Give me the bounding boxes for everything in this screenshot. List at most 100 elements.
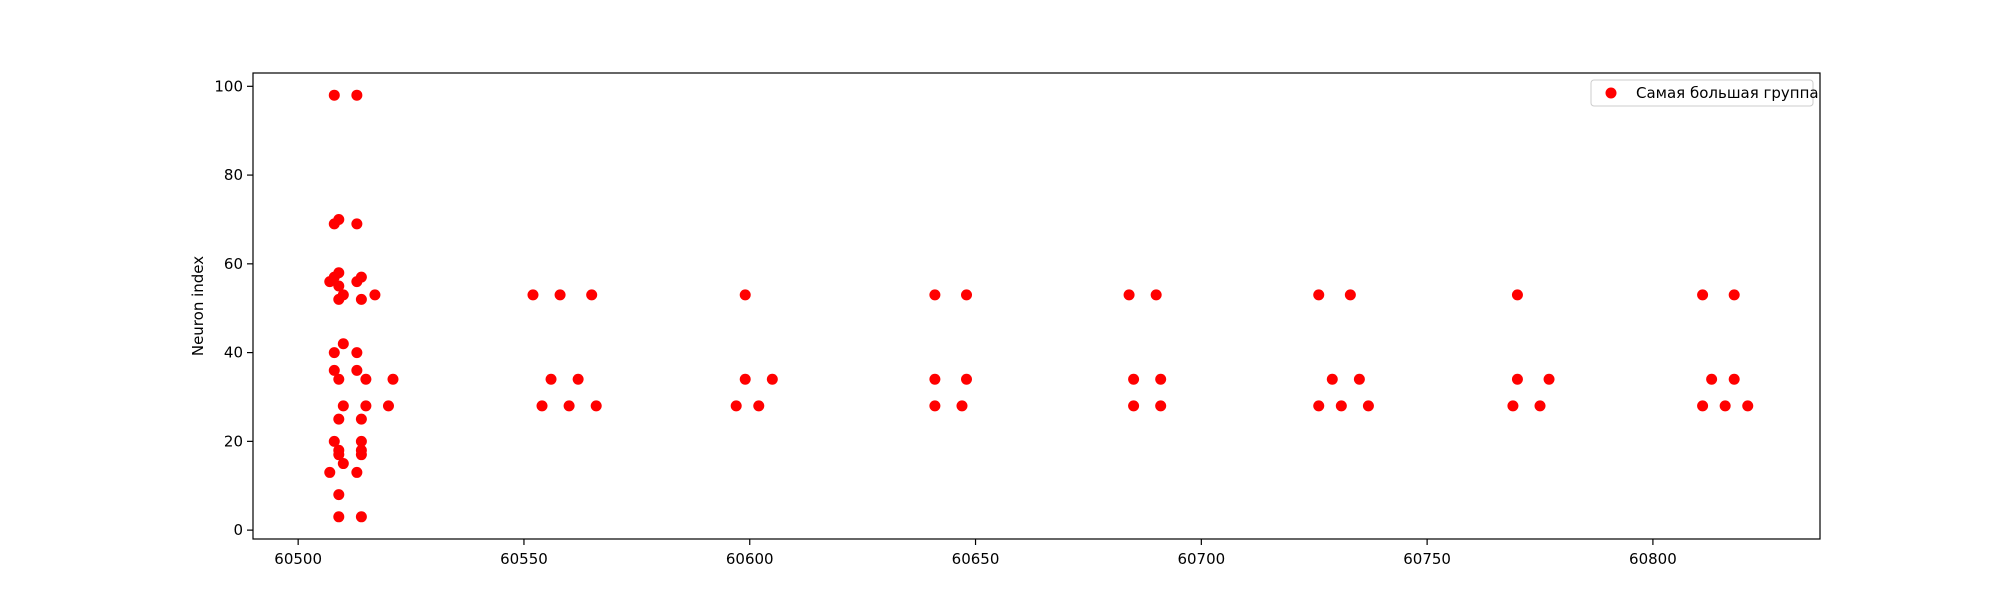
data-point bbox=[536, 400, 548, 412]
data-point bbox=[337, 338, 349, 350]
data-point bbox=[1313, 400, 1325, 412]
data-point bbox=[328, 364, 340, 376]
data-point bbox=[337, 400, 349, 412]
x-tick-label: 60800 bbox=[1629, 550, 1677, 568]
data-point bbox=[355, 293, 367, 305]
data-point bbox=[1313, 289, 1325, 301]
data-point bbox=[545, 373, 557, 385]
x-tick-label: 60550 bbox=[500, 550, 548, 568]
data-point bbox=[355, 511, 367, 523]
x-tick-label: 60750 bbox=[1403, 550, 1451, 568]
y-tick-label: 100 bbox=[214, 77, 243, 95]
data-point bbox=[730, 400, 742, 412]
data-point bbox=[1511, 289, 1523, 301]
data-point bbox=[1155, 400, 1167, 412]
data-point bbox=[328, 89, 340, 101]
data-point bbox=[1326, 373, 1338, 385]
data-point bbox=[328, 347, 340, 359]
data-point bbox=[739, 373, 751, 385]
data-point bbox=[563, 400, 575, 412]
y-tick-label: 20 bbox=[224, 432, 243, 450]
data-point bbox=[1123, 289, 1135, 301]
data-point bbox=[1128, 373, 1140, 385]
data-point bbox=[333, 373, 345, 385]
data-point bbox=[1155, 373, 1167, 385]
legend-marker bbox=[1605, 87, 1617, 99]
x-axis: 60500 60550 60600 60650 60700 60750 60800 bbox=[274, 539, 1677, 568]
data-point bbox=[1728, 373, 1740, 385]
data-point bbox=[1719, 400, 1731, 412]
x-tick-label: 60650 bbox=[952, 550, 1000, 568]
data-point bbox=[1507, 400, 1519, 412]
data-point bbox=[351, 466, 363, 478]
data-point bbox=[586, 289, 598, 301]
points-layer bbox=[324, 89, 1754, 523]
data-point bbox=[527, 289, 539, 301]
data-point bbox=[369, 289, 381, 301]
legend-label: Самая большая группа bbox=[1636, 84, 1819, 102]
x-tick-label: 60500 bbox=[274, 550, 322, 568]
data-point bbox=[382, 400, 394, 412]
data-point bbox=[337, 458, 349, 470]
data-point bbox=[1128, 400, 1140, 412]
data-point bbox=[1706, 373, 1718, 385]
data-point bbox=[351, 89, 363, 101]
legend: Самая большая группа bbox=[1590, 79, 1819, 107]
data-point bbox=[1150, 289, 1162, 301]
data-point bbox=[328, 435, 340, 447]
data-point bbox=[1335, 400, 1347, 412]
data-point bbox=[1742, 400, 1754, 412]
data-point bbox=[753, 400, 765, 412]
data-point bbox=[961, 289, 973, 301]
data-point bbox=[929, 400, 941, 412]
y-tick-label: 0 bbox=[233, 521, 243, 539]
data-point bbox=[360, 400, 372, 412]
data-point bbox=[1728, 289, 1740, 301]
data-point bbox=[929, 289, 941, 301]
y-tick-label: 80 bbox=[224, 166, 243, 184]
data-point bbox=[1697, 400, 1709, 412]
data-point bbox=[1353, 373, 1365, 385]
data-point bbox=[1697, 289, 1709, 301]
data-point bbox=[739, 289, 751, 301]
data-point bbox=[387, 373, 399, 385]
data-point bbox=[333, 213, 345, 225]
data-point bbox=[351, 347, 363, 359]
data-point bbox=[351, 364, 363, 376]
data-point bbox=[956, 400, 968, 412]
data-point bbox=[766, 373, 778, 385]
data-point bbox=[360, 373, 372, 385]
data-point bbox=[333, 413, 345, 425]
data-point bbox=[355, 449, 367, 461]
data-point bbox=[1534, 400, 1546, 412]
data-point bbox=[355, 413, 367, 425]
plot-area-frame bbox=[252, 72, 1821, 540]
data-point bbox=[333, 449, 345, 461]
data-point bbox=[333, 280, 345, 292]
data-point bbox=[929, 373, 941, 385]
data-point bbox=[1362, 400, 1374, 412]
y-axis-label: Neuron index bbox=[189, 256, 207, 356]
data-point bbox=[333, 293, 345, 305]
data-point bbox=[554, 289, 566, 301]
data-point bbox=[351, 218, 363, 230]
data-point bbox=[355, 271, 367, 283]
y-tick-label: 40 bbox=[224, 344, 243, 362]
data-point bbox=[1344, 289, 1356, 301]
y-tick-label: 60 bbox=[224, 255, 243, 273]
x-tick-label: 60600 bbox=[726, 550, 774, 568]
x-tick-label: 60700 bbox=[1177, 550, 1225, 568]
data-point bbox=[572, 373, 584, 385]
data-point bbox=[1511, 373, 1523, 385]
data-point bbox=[324, 466, 336, 478]
data-point bbox=[1543, 373, 1555, 385]
data-point bbox=[333, 489, 345, 501]
data-point bbox=[333, 511, 345, 523]
data-point bbox=[961, 373, 973, 385]
data-point bbox=[355, 435, 367, 447]
y-axis: 0 20 40 60 80 100 bbox=[214, 77, 253, 539]
legend-box bbox=[1590, 79, 1814, 107]
data-point bbox=[333, 267, 345, 279]
data-point bbox=[590, 400, 602, 412]
